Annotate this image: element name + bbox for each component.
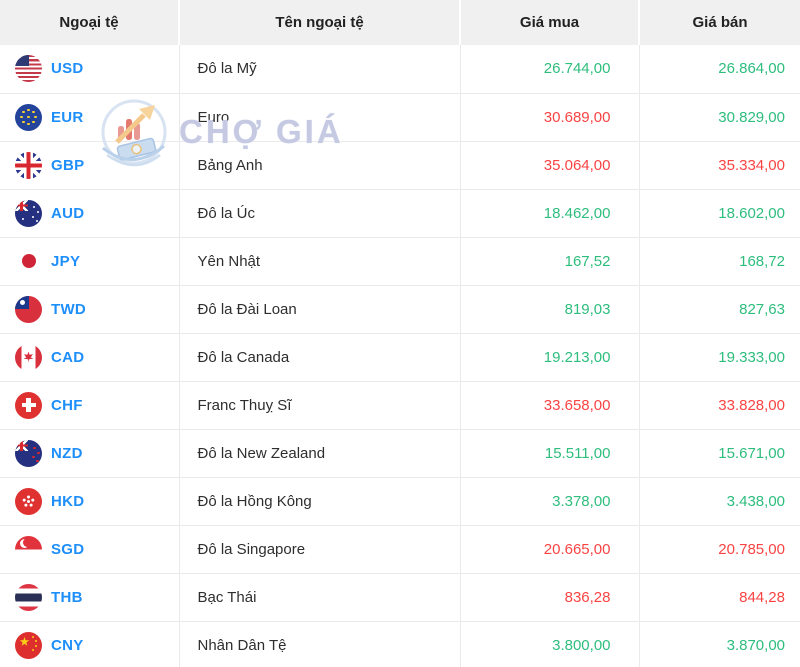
currency-cell: CAD xyxy=(0,332,179,381)
buy-price: 3.378,00 xyxy=(459,476,639,525)
buy-price: 35.064,00 xyxy=(459,140,639,189)
currency-cell: HKD xyxy=(0,476,179,525)
table-header-row: Ngoại tệ Tên ngoại tệ Giá mua Giá bán xyxy=(0,0,800,45)
buy-price: 33.658,00 xyxy=(459,380,639,429)
currency-cell: CNY xyxy=(0,620,179,667)
currency-name: Đô la Canada xyxy=(178,332,460,381)
currency-flag-icon xyxy=(15,343,42,371)
currency-row[interactable]: JPY Yên Nhật 167,52 168,72 xyxy=(0,236,800,285)
currency-name: Yên Nhật xyxy=(178,236,460,285)
currency-name: Bảng Anh xyxy=(178,140,460,189)
currency-cell: THB xyxy=(0,572,179,621)
currency-row[interactable]: NZD Đô la New Zealand 15.511,00 15.671,0… xyxy=(0,428,800,477)
currency-code-link[interactable]: THB xyxy=(51,588,83,606)
currency-name: Đô la Hồng Kông xyxy=(178,476,460,525)
currency-flag-icon xyxy=(15,199,42,227)
column-header-name: Tên ngoại tệ xyxy=(178,0,460,45)
currency-name: Đô la Đài Loan xyxy=(178,284,460,333)
buy-price: 3.800,00 xyxy=(459,620,639,667)
currency-code-link[interactable]: SGD xyxy=(51,540,85,558)
sell-price: 35.334,00 xyxy=(638,140,800,189)
sell-price: 3.870,00 xyxy=(638,620,800,667)
currency-code-link[interactable]: GBP xyxy=(51,156,85,174)
currency-name: Đô la Mỹ xyxy=(178,45,460,93)
currency-cell: NZD xyxy=(0,428,179,477)
currency-name: Franc Thuỵ Sĩ xyxy=(178,380,460,429)
buy-price: 19.213,00 xyxy=(459,332,639,381)
currency-code-link[interactable]: USD xyxy=(51,60,84,78)
currency-row[interactable]: AUD Đô la Úc 18.462,00 18.602,00 xyxy=(0,188,800,237)
currency-cell: AUD xyxy=(0,188,179,237)
currency-code-link[interactable]: NZD xyxy=(51,444,83,462)
currency-row[interactable]: GBP Bảng Anh 35.064,00 35.334,00 xyxy=(0,140,800,189)
currency-code-link[interactable]: CHF xyxy=(51,396,83,414)
currency-code-link[interactable]: AUD xyxy=(51,204,85,222)
currency-row[interactable]: CNY Nhân Dân Tệ 3.800,00 3.870,00 xyxy=(0,620,800,667)
buy-price: 15.511,00 xyxy=(459,428,639,477)
currency-cell: SGD xyxy=(0,524,179,573)
currency-flag-icon xyxy=(15,535,42,563)
currency-row[interactable]: USD Đô la Mỹ 26.744,00 26.864,00 xyxy=(0,45,800,93)
currency-row[interactable]: SGD Đô la Singapore 20.665,00 20.785,00 xyxy=(0,524,800,573)
sell-price: 844,28 xyxy=(638,572,800,621)
currency-name: Euro xyxy=(178,92,460,141)
buy-price: 26.744,00 xyxy=(459,45,639,93)
currency-row[interactable]: EUR Euro 30.689,00 30.829,00 xyxy=(0,92,800,141)
sell-price: 20.785,00 xyxy=(638,524,800,573)
currency-row[interactable]: CHF Franc Thuỵ Sĩ 33.658,00 33.828,00 xyxy=(0,380,800,429)
currency-row[interactable]: THB Bạc Thái 836,28 844,28 xyxy=(0,572,800,621)
currency-code-link[interactable]: CAD xyxy=(51,348,85,366)
currency-name: Nhân Dân Tệ xyxy=(178,620,460,667)
buy-price: 20.665,00 xyxy=(459,524,639,573)
currency-flag-icon xyxy=(15,391,42,419)
buy-price: 30.689,00 xyxy=(459,92,639,141)
currency-flag-icon xyxy=(15,295,42,323)
sell-price: 26.864,00 xyxy=(638,45,800,93)
buy-price: 836,28 xyxy=(459,572,639,621)
currency-cell: USD xyxy=(0,45,179,93)
currency-code-link[interactable]: JPY xyxy=(51,252,81,270)
currency-cell: EUR xyxy=(0,92,179,141)
column-header-buy: Giá mua xyxy=(459,0,639,45)
currency-name: Đô la New Zealand xyxy=(178,428,460,477)
sell-price: 827,63 xyxy=(638,284,800,333)
currency-flag-icon xyxy=(15,55,42,83)
currency-cell: JPY xyxy=(0,236,179,285)
currency-name: Đô la Úc xyxy=(178,188,460,237)
currency-flag-icon xyxy=(15,151,42,179)
currency-flag-icon xyxy=(15,439,42,467)
currency-name: Bạc Thái xyxy=(178,572,460,621)
currency-code-link[interactable]: HKD xyxy=(51,492,85,510)
sell-price: 33.828,00 xyxy=(638,380,800,429)
currency-row[interactable]: HKD Đô la Hồng Kông 3.378,00 3.438,00 xyxy=(0,476,800,525)
sell-price: 15.671,00 xyxy=(638,428,800,477)
sell-price: 19.333,00 xyxy=(638,332,800,381)
currency-code-link[interactable]: CNY xyxy=(51,636,84,654)
buy-price: 819,03 xyxy=(459,284,639,333)
currency-cell: TWD xyxy=(0,284,179,333)
currency-row[interactable]: CAD Đô la Canada 19.213,00 19.333,00 xyxy=(0,332,800,381)
currency-flag-icon xyxy=(15,487,42,515)
currency-flag-icon xyxy=(15,583,42,611)
column-header-sell: Giá bán xyxy=(638,0,800,45)
currency-name: Đô la Singapore xyxy=(178,524,460,573)
sell-price: 30.829,00 xyxy=(638,92,800,141)
sell-price: 3.438,00 xyxy=(638,476,800,525)
currency-code-link[interactable]: EUR xyxy=(51,108,84,126)
buy-price: 167,52 xyxy=(459,236,639,285)
currency-cell: GBP xyxy=(0,140,179,189)
column-header-currency: Ngoại tệ xyxy=(0,0,179,45)
sell-price: 18.602,00 xyxy=(638,188,800,237)
currency-cell: CHF xyxy=(0,380,179,429)
buy-price: 18.462,00 xyxy=(459,188,639,237)
currency-flag-icon xyxy=(15,103,42,131)
currency-row[interactable]: TWD Đô la Đài Loan 819,03 827,63 xyxy=(0,284,800,333)
currency-flag-icon xyxy=(15,247,42,275)
currency-code-link[interactable]: TWD xyxy=(51,300,87,318)
currency-flag-icon xyxy=(15,631,42,659)
sell-price: 168,72 xyxy=(638,236,800,285)
rates-table-body: USD Đô la Mỹ 26.744,00 26.864,00 EUR Eur… xyxy=(0,45,800,667)
